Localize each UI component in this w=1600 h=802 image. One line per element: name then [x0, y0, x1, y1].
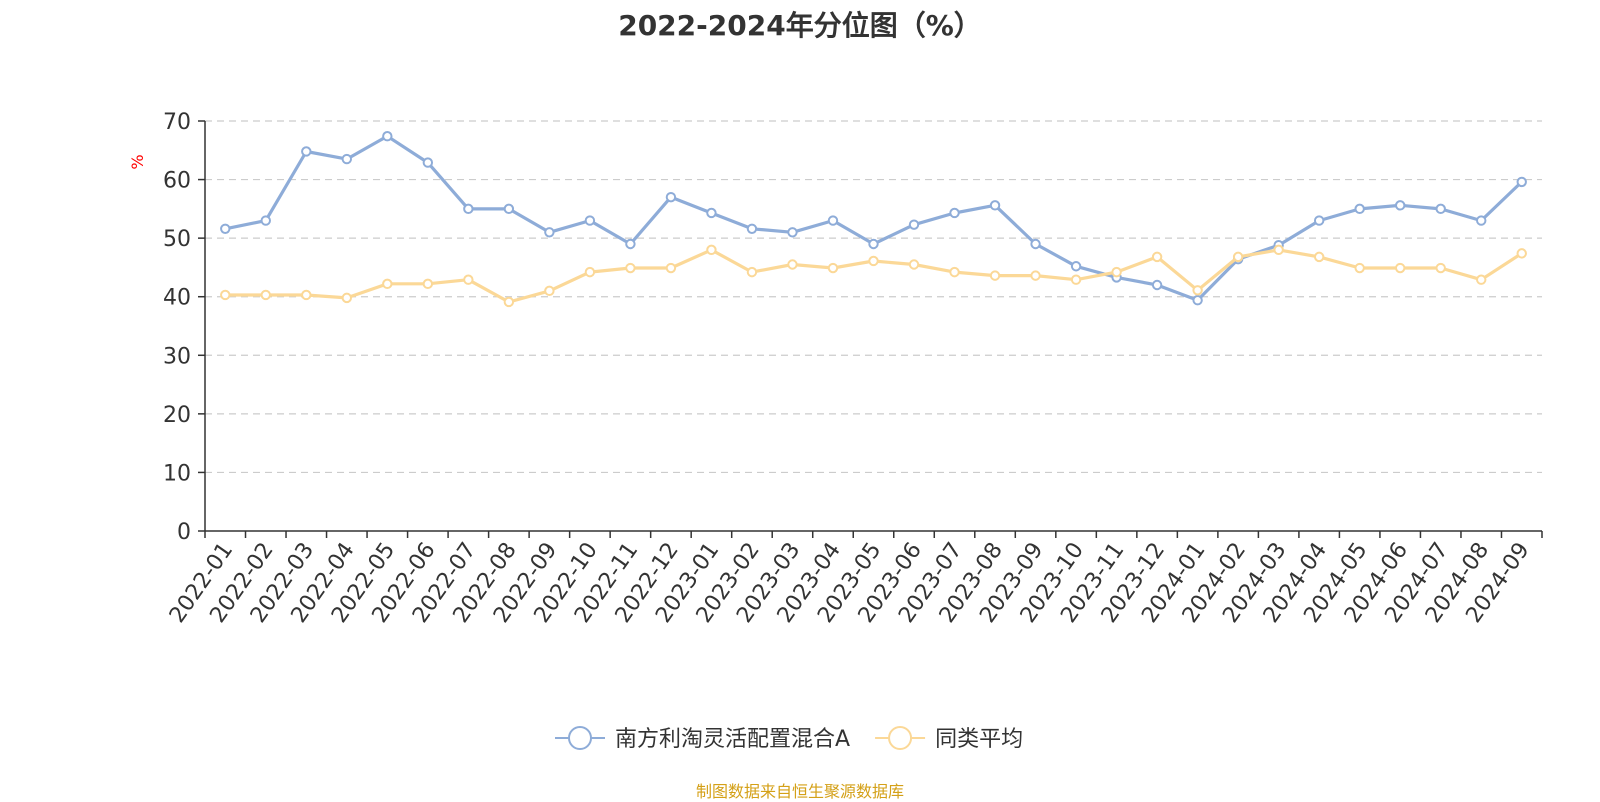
- data-point: [949, 207, 960, 219]
- series-lines: [220, 131, 1527, 308]
- data-point: [503, 296, 515, 308]
- data-point: [1313, 251, 1325, 263]
- data-point: [665, 262, 677, 274]
- data-point: [746, 223, 758, 234]
- data-point: [1354, 203, 1365, 215]
- y-tick-label: 30: [163, 344, 191, 369]
- data-point: [463, 274, 474, 285]
- data-point: [787, 259, 798, 270]
- data-point: [787, 227, 798, 238]
- data-source-note: 制图数据来自恒生聚源数据库: [695, 782, 904, 801]
- data-point: [1151, 279, 1163, 291]
- series-1: [220, 131, 1527, 306]
- y-tick-label: 20: [163, 403, 191, 428]
- data-point: [1070, 274, 1082, 285]
- data-point: [706, 207, 717, 219]
- data-point: [382, 131, 393, 142]
- legend[interactable]: 南方利淘灵活配置混合A 同类平均: [555, 726, 1023, 752]
- legend-label: 南方利淘灵活配置混合A: [615, 727, 850, 752]
- data-point: [1111, 266, 1122, 278]
- data-point: [382, 278, 393, 290]
- y-axis-label: %: [128, 154, 147, 169]
- data-point: [260, 215, 271, 226]
- series-line: [224, 134, 1523, 302]
- data-point: [1192, 285, 1203, 296]
- y-tick-label: 50: [163, 227, 191, 252]
- legend-item-2[interactable]: 同类平均: [875, 726, 1023, 752]
- y-tick-label: 10: [163, 461, 191, 486]
- data-point: [989, 200, 1001, 211]
- data-point: [1476, 274, 1487, 285]
- data-point: [260, 289, 271, 301]
- data-point: [220, 223, 231, 234]
- x-tick-labels: 2022-012022-022022-032022-042022-052022-…: [165, 538, 1535, 628]
- data-point: [746, 266, 758, 278]
- data-point: [1313, 215, 1325, 226]
- data-point: [422, 157, 434, 168]
- series-2: [220, 244, 1527, 308]
- data-point: [422, 278, 434, 290]
- chart-title: 2022-2024年分位图（%）: [618, 9, 982, 42]
- y-tick-labels: 0 10 20 30 40 50 60 70: [163, 110, 191, 545]
- y-tick-label: 40: [163, 286, 191, 311]
- data-point: [706, 244, 717, 256]
- data-point: [827, 215, 839, 226]
- data-point: [868, 238, 879, 250]
- data-point: [220, 289, 231, 301]
- gridlines: [205, 120, 1542, 474]
- data-point: [503, 203, 515, 215]
- data-point: [1394, 262, 1406, 274]
- data-point: [625, 238, 636, 250]
- data-point: [341, 292, 353, 304]
- data-point: [544, 285, 555, 297]
- legend-marker-icon: [888, 726, 913, 750]
- data-point: [827, 262, 839, 274]
- data-point: [544, 227, 555, 238]
- data-point: [1070, 261, 1082, 272]
- data-point: [908, 219, 920, 230]
- data-point: [1394, 200, 1406, 211]
- data-point: [1435, 203, 1446, 215]
- y-tick-label: 70: [163, 110, 191, 135]
- data-point: [625, 262, 636, 274]
- legend-item-1[interactable]: 南方利淘灵活配置混合A: [555, 726, 850, 752]
- data-point: [1476, 215, 1487, 226]
- data-point: [301, 289, 312, 301]
- data-point: [949, 266, 960, 278]
- data-point: [868, 255, 879, 267]
- data-point: [1516, 248, 1527, 259]
- y-tick-label: 60: [163, 169, 191, 194]
- data-point: [584, 215, 596, 226]
- data-point: [989, 270, 1001, 281]
- legend-marker-icon: [568, 726, 592, 750]
- data-point: [341, 153, 353, 165]
- data-point: [584, 266, 596, 278]
- data-point: [665, 191, 677, 203]
- data-point: [463, 203, 474, 215]
- data-point: [301, 146, 312, 157]
- axes: [198, 120, 1543, 538]
- legend-label: 同类平均: [935, 727, 1023, 752]
- data-point: [1192, 295, 1203, 306]
- data-point: [908, 259, 920, 270]
- data-point: [1151, 251, 1163, 263]
- data-point: [1435, 262, 1446, 274]
- data-point: [1273, 244, 1284, 256]
- data-point: [1030, 270, 1041, 281]
- y-tick-label: 0: [177, 520, 191, 545]
- data-point: [1516, 176, 1527, 188]
- data-point: [1030, 238, 1041, 250]
- data-point: [1354, 262, 1365, 274]
- data-point: [1232, 251, 1244, 263]
